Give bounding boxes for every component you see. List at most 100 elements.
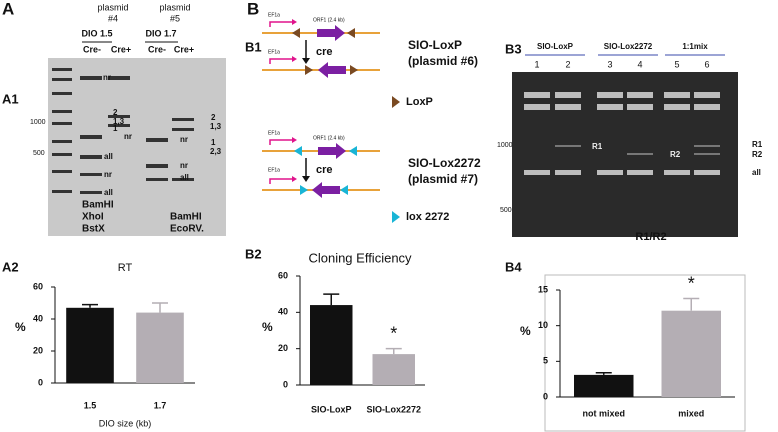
x-axis-label: DIO size (kb) xyxy=(99,418,152,428)
chart-title: RT xyxy=(118,262,133,274)
bar xyxy=(136,312,184,383)
y-axis-label: % xyxy=(520,324,531,338)
panel-label: A1 xyxy=(2,91,19,106)
band-label: all xyxy=(104,152,113,161)
size-marker: 1000 xyxy=(497,142,513,149)
gel-bands xyxy=(524,92,720,175)
size-marker: 500 xyxy=(33,150,45,157)
arrow-label: cre xyxy=(316,46,333,58)
band-label: R2 xyxy=(752,150,763,159)
bar xyxy=(661,310,721,397)
enzyme-label: BamHI xyxy=(82,200,114,211)
bar xyxy=(66,307,114,383)
construct-diagram xyxy=(262,19,400,223)
site-label: lox 2272 xyxy=(406,211,449,223)
panel-frame xyxy=(544,274,746,432)
error-bar xyxy=(82,303,98,308)
y-tick-label: 15 xyxy=(538,284,548,294)
group-label: SIO-LoxP xyxy=(537,42,574,51)
band-label: nr xyxy=(103,73,111,82)
y-tick-label: 60 xyxy=(33,281,43,291)
lane-label: 5 xyxy=(674,59,679,69)
construct-plasmid: (plasmid #7) xyxy=(408,172,478,186)
gel-header: plasmid xyxy=(97,2,128,12)
y-tick-label: 20 xyxy=(278,343,288,353)
gel-header: #4 xyxy=(108,13,118,23)
promoter-label: EF1a xyxy=(268,12,280,18)
band-number: 1,3 xyxy=(210,122,222,131)
site-label: LoxP xyxy=(406,96,433,108)
y-tick-label: 0 xyxy=(543,391,548,401)
lane-label: 6 xyxy=(704,59,709,69)
error-bar xyxy=(385,347,402,355)
band-label: R1 xyxy=(752,140,763,149)
gel-bands xyxy=(52,68,194,194)
band-label: all xyxy=(752,168,761,177)
chart-title: R1/R2 xyxy=(635,231,666,243)
gel-header: #5 xyxy=(170,13,180,23)
y-axis-label: % xyxy=(15,320,26,334)
y-tick-label: 40 xyxy=(33,313,43,323)
enzyme-label: BamHI xyxy=(170,212,202,223)
bar xyxy=(372,354,415,385)
error-bar xyxy=(683,297,700,311)
enzyme-label: XhoI xyxy=(82,212,104,223)
band-label: nr xyxy=(180,135,188,144)
y-tick-label: 10 xyxy=(538,320,548,330)
y-tick-label: 40 xyxy=(278,307,288,317)
x-tick-label: not mixed xyxy=(582,408,625,418)
y-tick-label: 0 xyxy=(283,379,288,389)
enzyme-label: EcoRV. xyxy=(170,224,204,235)
band-number: 1 xyxy=(211,138,216,147)
group-label: 1:1mix xyxy=(682,42,708,51)
chart-title: Cloning Efficiency xyxy=(308,250,412,265)
enzyme-label: BstX xyxy=(82,224,105,235)
panel-label: B4 xyxy=(505,259,522,274)
panel-label: A xyxy=(2,0,14,18)
x-tick-label: 1.7 xyxy=(154,400,167,410)
lane-label: Cre+ xyxy=(174,44,194,54)
significance-mark: * xyxy=(688,273,695,293)
y-tick-label: 20 xyxy=(33,345,43,355)
panel-label: B3 xyxy=(505,41,522,56)
band-number: 1 xyxy=(113,124,118,133)
lane-label: Cre- xyxy=(83,44,101,54)
y-tick-label: 60 xyxy=(278,270,288,280)
construct-name: SIO-Lox2272 xyxy=(408,156,481,170)
construct-plasmid: (plasmid #6) xyxy=(408,54,478,68)
band-number: 2 xyxy=(211,113,216,122)
band-number: 2,3 xyxy=(210,147,222,156)
lane-label: 4 xyxy=(637,59,642,69)
band-label: R1 xyxy=(592,142,603,151)
size-marker: 1000 xyxy=(30,119,46,126)
band-label: all xyxy=(180,173,189,182)
x-tick-label: mixed xyxy=(678,408,704,418)
error-bar xyxy=(323,293,340,306)
band-label: nr xyxy=(104,170,112,179)
y-tick-label: 5 xyxy=(543,356,548,366)
construct-name: SIO-LoxP xyxy=(408,38,462,52)
band-number: 1,3 xyxy=(113,117,125,126)
gel-image xyxy=(48,58,226,236)
panel-label: B1 xyxy=(245,39,262,54)
error-bar xyxy=(595,371,612,375)
orf-label: ORF1 (2.4 kb) xyxy=(313,17,345,23)
panel-label: B2 xyxy=(245,246,262,261)
y-axis-label: % xyxy=(262,320,273,334)
gel-header: plasmid xyxy=(159,2,190,12)
panel-label: A2 xyxy=(2,259,19,274)
error-bar xyxy=(152,302,168,313)
lane-label: Cre- xyxy=(148,44,166,54)
promoter-label: EF1a xyxy=(268,49,280,55)
arrow-label: cre xyxy=(316,164,333,176)
lane-label: Cre+ xyxy=(111,44,131,54)
significance-mark: * xyxy=(390,323,397,343)
group-label: SIO-Lox2272 xyxy=(604,42,653,51)
orf-label: ORF1 (2.4 kb) xyxy=(313,135,345,141)
x-tick-label: SIO-LoxP xyxy=(311,404,352,414)
bar xyxy=(574,374,634,397)
x-tick-label: 1.5 xyxy=(84,400,97,410)
lane-label: 3 xyxy=(607,59,612,69)
band-label: all xyxy=(104,188,113,197)
